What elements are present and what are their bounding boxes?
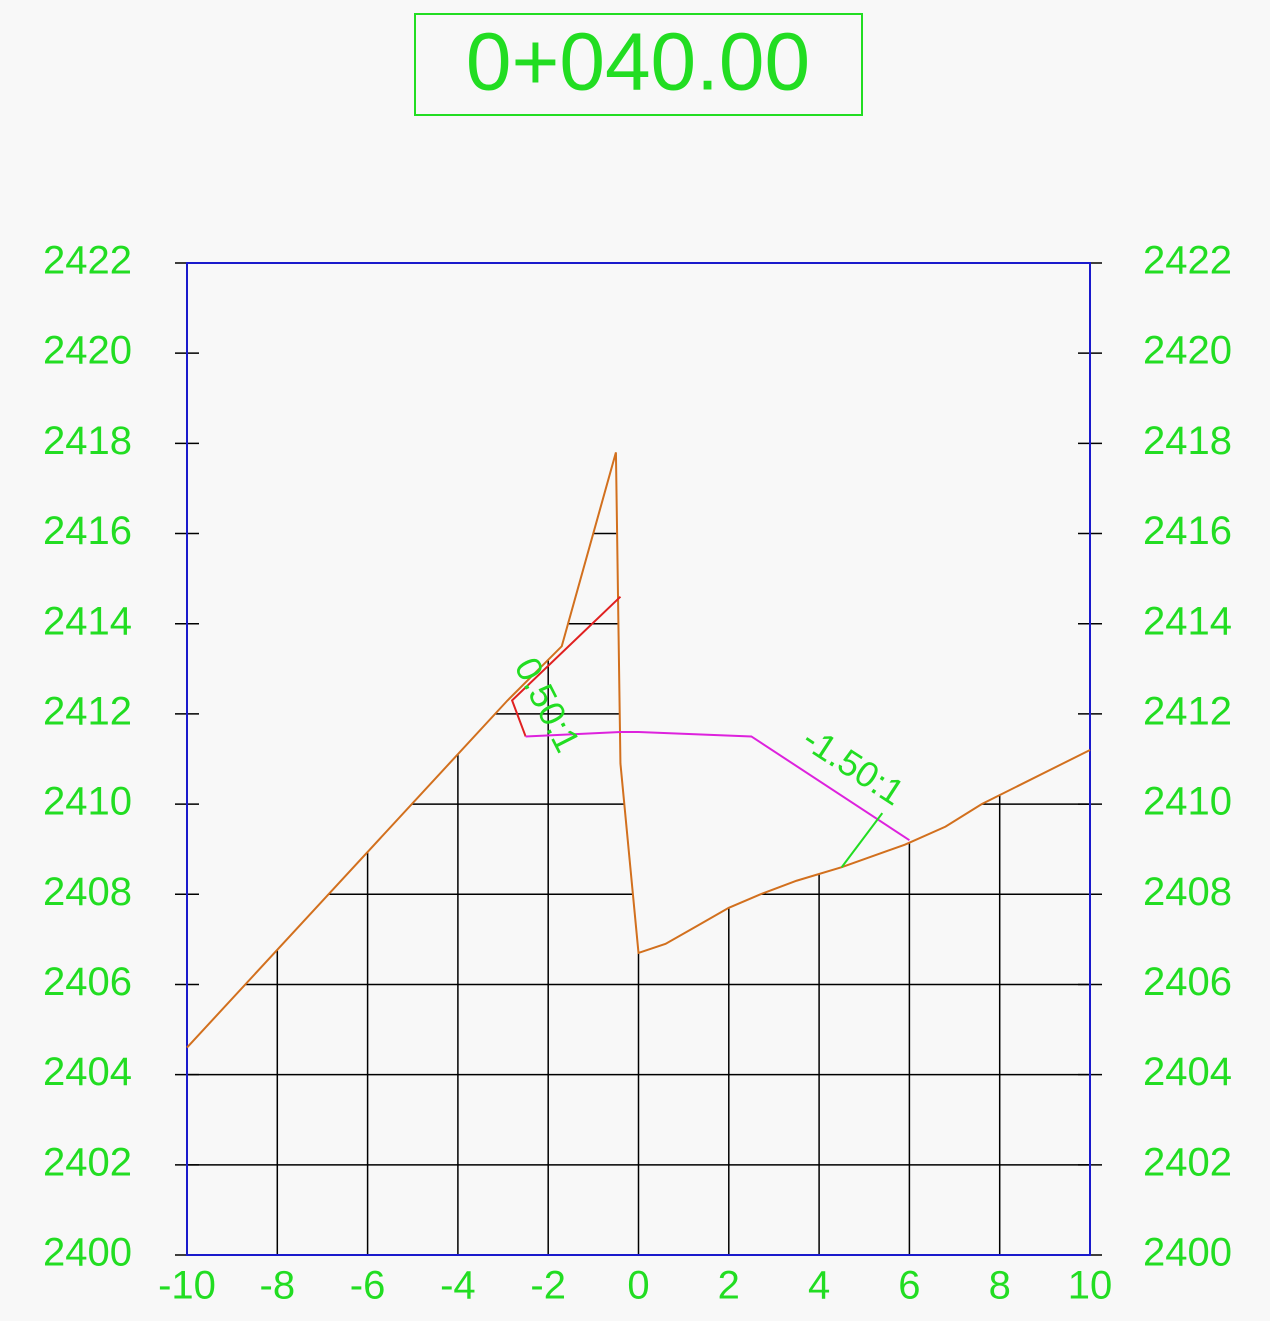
x-tick-label: 10 [1068,1264,1113,1308]
x-tick-label: 8 [989,1264,1011,1308]
chart-title: 0+040.00 [466,17,810,108]
y-tick-label: 2404 [43,1050,132,1094]
y-tick-label: 2410 [43,780,132,824]
y-tick-label-right: 2408 [1143,870,1232,914]
y-tick-label-right: 2414 [1143,599,1232,643]
y-tick-label: 2406 [43,960,132,1004]
slope-label: 0.50:1 [507,651,589,759]
y-tick-label-right: 2410 [1143,780,1232,824]
y-tick-label: 2414 [43,599,132,643]
x-tick-label: 6 [898,1264,920,1308]
x-tick-label: -8 [260,1264,296,1308]
y-tick-label: 2412 [43,689,132,733]
y-tick-label: 2418 [43,419,132,463]
y-tick-label-right: 2400 [1143,1231,1232,1275]
y-tick-label: 2422 [43,239,132,283]
y-tick-label-right: 2412 [1143,689,1232,733]
x-tick-label: 0 [627,1264,649,1308]
y-tick-label: 2402 [43,1140,132,1184]
x-tick-label: 4 [808,1264,830,1308]
plot-border [186,262,1091,1256]
x-tick-label: -10 [158,1264,216,1308]
x-tick-label: -6 [350,1264,386,1308]
x-tick-label: 2 [718,1264,740,1308]
title-box [414,13,863,116]
y-tick-label: 2416 [43,509,132,553]
series-line [840,812,884,868]
y-tick-label: 2420 [43,329,132,373]
series-line [525,730,910,842]
series-line [510,595,622,737]
series-line [186,452,1091,1049]
y-tick-label: 2400 [43,1231,132,1275]
y-tick-label-right: 2418 [1143,419,1232,463]
y-tick-label-right: 2416 [1143,509,1232,553]
slope-label: -1.50:1 [795,718,911,813]
y-tick-label-right: 2404 [1143,1050,1232,1094]
y-tick-label: 2408 [43,870,132,914]
y-tick-label-right: 2420 [1143,329,1232,373]
y-tick-label-right: 2406 [1143,960,1232,1004]
y-tick-label-right: 2402 [1143,1140,1232,1184]
y-tick-label-right: 2422 [1143,239,1232,283]
grid [187,452,1090,1255]
x-tick-label: -4 [440,1264,476,1308]
x-tick-label: -2 [530,1264,566,1308]
